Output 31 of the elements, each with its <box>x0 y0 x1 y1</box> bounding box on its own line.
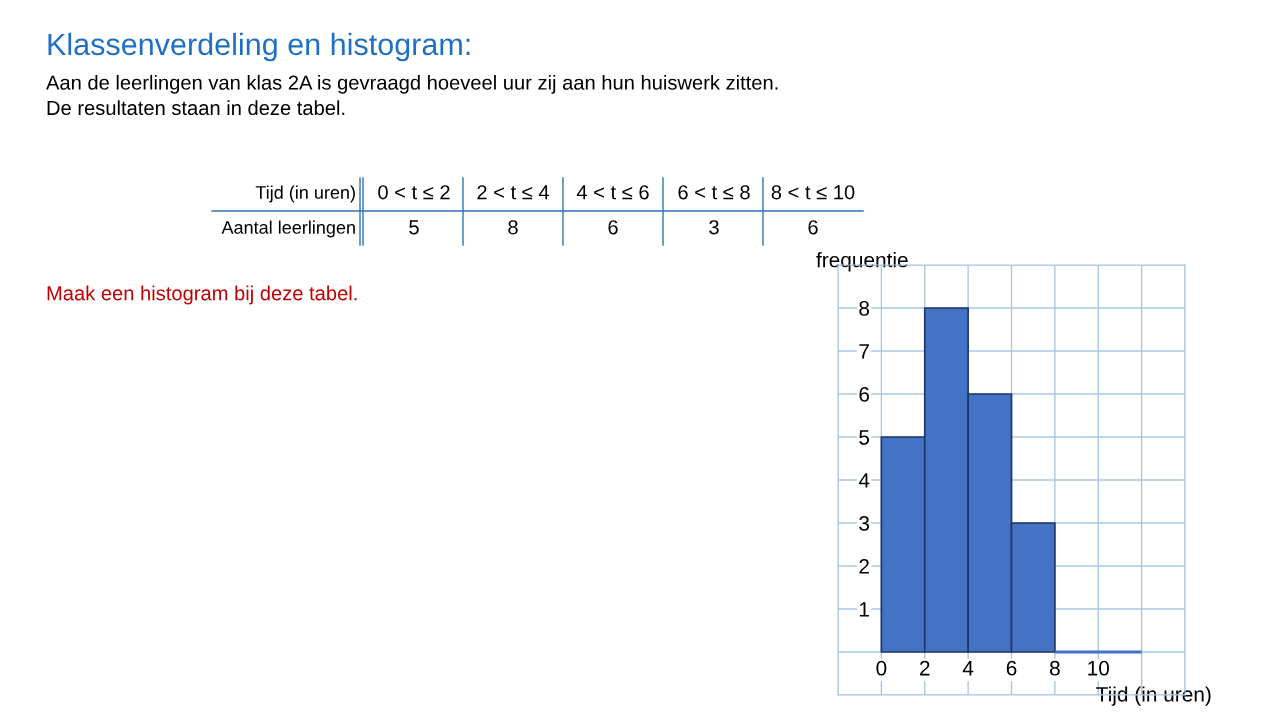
text: Aan de leerlingen van klas 2A is gevraagd hoeveel uur zij aan hun huiswerk zitten. De resultaten staan in deze tabel. <box>46 74 778 116</box>
text: 2 < t ≤ 4 <box>477 185 550 200</box>
text: 6 < t ≤ 8 <box>678 185 750 200</box>
y-tick-label: 1 <box>859 602 869 617</box>
x-tick-label: 10 <box>1088 660 1110 676</box>
x-tick-label: 2 <box>920 660 930 676</box>
x-axis-title: Tijd (in uren) <box>1096 686 1211 706</box>
y-tick-label: 2 <box>859 559 869 574</box>
x-tick-label: 4 <box>962 661 974 676</box>
text: 4 < t ≤ 6 <box>576 185 649 200</box>
x-tick-label: 8 <box>1049 660 1060 676</box>
x-tick-label: 0 <box>876 660 887 676</box>
y-tick-label: 3 <box>859 516 870 531</box>
text: 8 <box>508 220 518 235</box>
text: 6 <box>608 220 618 235</box>
text: Tijd (in uren) <box>255 185 355 203</box>
x-tick-label: 6 <box>1006 660 1017 676</box>
text: 0 < t ≤ 2 <box>378 185 450 200</box>
text: 6 <box>808 220 818 235</box>
y-tick-label: 5 <box>859 430 870 445</box>
text: 5 <box>409 220 419 235</box>
y-tick-label: 8 <box>859 301 870 316</box>
y-tick-label: 4 <box>858 473 870 488</box>
text: Klassenverdeling en histogram: <box>48 32 470 62</box>
y-axis-title: frequentie <box>816 252 908 272</box>
text: Maak een histogram bij deze tabel. <box>47 285 357 305</box>
text: Aantal leerlingen <box>221 220 355 238</box>
text: 3 <box>709 220 719 235</box>
text: 8 < t ≤ 10 <box>771 185 855 200</box>
y-tick-label: 7 <box>859 344 869 359</box>
y-tick-label: 6 <box>859 387 870 402</box>
